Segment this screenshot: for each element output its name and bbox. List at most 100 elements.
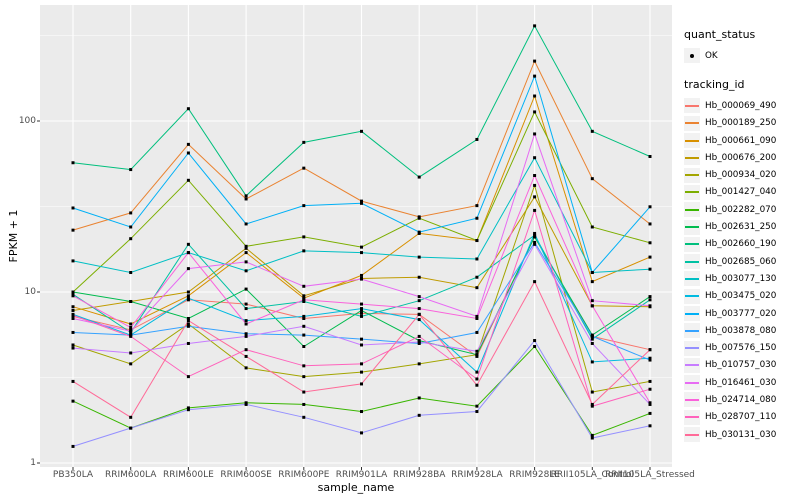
data-point bbox=[71, 206, 75, 210]
legend-key-box bbox=[684, 219, 700, 235]
data-point bbox=[417, 295, 421, 299]
data-point bbox=[475, 330, 479, 334]
data-point bbox=[186, 242, 190, 246]
legend-item-Hb_024714_080: Hb_024714_080 bbox=[684, 391, 796, 408]
data-point bbox=[71, 343, 75, 347]
x-tick-label-RRIM928BA: RRIM928BA bbox=[392, 470, 446, 480]
data-point bbox=[244, 348, 248, 352]
legend-item-Hb_003777_020: Hb_003777_020 bbox=[684, 305, 796, 322]
line-glyph-icon bbox=[685, 208, 699, 211]
data-point bbox=[533, 280, 537, 284]
legend-item-Hb_003077_130: Hb_003077_130 bbox=[684, 270, 796, 287]
data-point bbox=[244, 401, 248, 405]
legend-item-label: OK bbox=[705, 50, 718, 61]
data-point bbox=[648, 155, 652, 159]
data-point bbox=[360, 307, 363, 311]
data-point bbox=[244, 260, 248, 264]
data-point bbox=[129, 326, 133, 330]
legend-key-box bbox=[684, 306, 700, 321]
data-point bbox=[360, 382, 363, 386]
data-point bbox=[360, 308, 363, 312]
x-axis-title: sample_name bbox=[317, 481, 395, 494]
data-point bbox=[244, 197, 248, 201]
y-tick-label-1: 1 bbox=[30, 458, 36, 468]
data-point bbox=[475, 316, 479, 320]
legend-title-tracking-id: tracking_id bbox=[684, 78, 745, 92]
y-tick-label-100: 100 bbox=[18, 116, 36, 126]
data-point bbox=[360, 273, 363, 277]
data-point bbox=[360, 370, 363, 374]
data-point bbox=[186, 324, 190, 328]
data-point bbox=[186, 319, 190, 323]
data-point bbox=[302, 235, 306, 239]
data-point bbox=[648, 387, 652, 391]
legend-key-box bbox=[684, 392, 700, 408]
data-point bbox=[186, 290, 190, 294]
data-point bbox=[71, 399, 75, 403]
data-point bbox=[302, 166, 306, 170]
data-point bbox=[71, 444, 75, 448]
data-point bbox=[533, 94, 537, 98]
data-point bbox=[244, 269, 248, 273]
data-point bbox=[475, 257, 479, 261]
data-point bbox=[302, 249, 306, 253]
legend-item-Hb_002282_070: Hb_002282_070 bbox=[684, 201, 796, 218]
data-point bbox=[590, 436, 594, 440]
legend-tracking-id: tracking_id Hb_000069_490 Hb_000189_250 Hb… bbox=[684, 78, 796, 443]
legend-key-box bbox=[684, 184, 700, 200]
legend-item-Hb_002631_250: Hb_002631_250 bbox=[684, 218, 796, 235]
legend-item-label: Hb_007576_150 bbox=[705, 343, 777, 354]
legend-item-label: Hb_024714_080 bbox=[705, 394, 777, 405]
data-point bbox=[417, 340, 421, 344]
data-point bbox=[244, 332, 248, 336]
line-glyph-icon bbox=[685, 381, 699, 384]
data-point bbox=[71, 330, 75, 334]
line-glyph-icon bbox=[685, 260, 699, 263]
data-point bbox=[533, 74, 537, 78]
data-point bbox=[648, 356, 652, 360]
data-point bbox=[129, 211, 133, 215]
data-point bbox=[129, 415, 133, 419]
data-point bbox=[360, 201, 363, 205]
legend-key-box bbox=[684, 133, 700, 149]
x-tick-label-RRIM600PE: RRIM600PE bbox=[278, 470, 330, 480]
line-glyph-icon bbox=[685, 191, 699, 194]
data-point bbox=[186, 408, 190, 412]
data-point bbox=[186, 375, 190, 379]
legend-key-box bbox=[684, 288, 700, 304]
data-point bbox=[302, 296, 306, 300]
line-glyph-icon bbox=[685, 398, 699, 401]
data-point bbox=[360, 314, 363, 318]
line-glyph-icon bbox=[685, 226, 699, 229]
data-point bbox=[533, 156, 537, 160]
data-point bbox=[533, 339, 537, 343]
data-point bbox=[129, 351, 133, 355]
data-point bbox=[71, 308, 75, 312]
data-point bbox=[302, 415, 306, 419]
legend-item-label: Hb_028707_110 bbox=[705, 412, 777, 423]
data-point bbox=[302, 204, 306, 208]
data-point bbox=[417, 396, 421, 400]
data-point bbox=[590, 304, 594, 308]
data-point bbox=[186, 316, 190, 320]
data-point bbox=[71, 316, 75, 320]
data-point bbox=[648, 205, 652, 209]
legend-item-Hb_030131_030: Hb_030131_030 bbox=[684, 426, 796, 443]
data-point bbox=[360, 302, 363, 306]
data-point bbox=[648, 358, 652, 362]
x-tick-label-RRIM600LA: RRIM600LA bbox=[104, 470, 157, 480]
legend-item-label: Hb_001427_040 bbox=[705, 187, 777, 198]
legend-key-box bbox=[684, 254, 700, 270]
legend-tracking-items: Hb_000069_490 Hb_000189_250 Hb_000661_090 H… bbox=[684, 97, 796, 443]
data-point bbox=[129, 299, 133, 303]
data-point bbox=[648, 348, 652, 352]
legend-item-Hb_016461_030: Hb_016461_030 bbox=[684, 374, 796, 391]
data-point bbox=[590, 177, 594, 181]
data-point bbox=[475, 216, 479, 220]
data-point bbox=[590, 390, 594, 394]
data-point bbox=[648, 304, 652, 308]
line-glyph-icon bbox=[685, 312, 699, 315]
panel-background bbox=[40, 5, 672, 467]
